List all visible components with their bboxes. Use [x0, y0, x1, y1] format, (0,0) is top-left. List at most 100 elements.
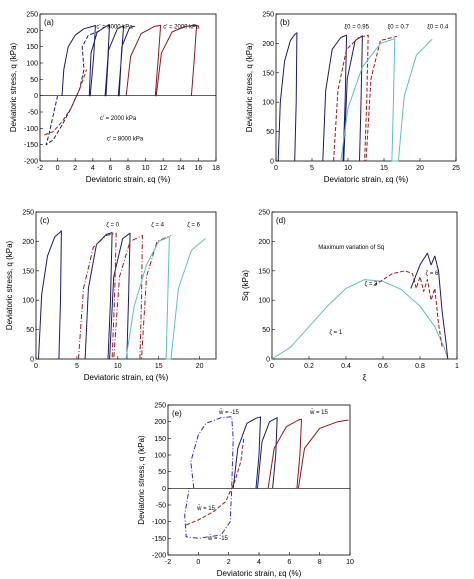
- x-tick-label: 0: [270, 363, 274, 370]
- annotation: ξ0 = 0.95: [344, 25, 369, 31]
- x-tick-label: 16: [195, 165, 203, 172]
- x-tick-label: 2: [227, 559, 231, 566]
- annotation: ζ = 6: [187, 223, 200, 229]
- annotation: c' = 2000 kPa: [163, 25, 200, 31]
- plot-frame: [271, 211, 458, 360]
- series-line-2: [373, 270, 443, 348]
- x-tick-label: 10: [346, 559, 354, 566]
- y-tick-label: 250: [26, 12, 38, 19]
- y-tick-label: 150: [258, 268, 270, 275]
- x-tick-label: 0.2: [304, 363, 314, 370]
- y-tick-label: 0: [266, 357, 270, 364]
- x-axis-label: ξ: [363, 373, 367, 382]
- y-tick-label: 150: [262, 70, 274, 77]
- y-tick-label: -100: [152, 519, 166, 526]
- y-tick-label: 0: [270, 159, 274, 166]
- annotation: ζ = 0: [106, 223, 119, 229]
- y-tick-label: 150: [26, 44, 38, 51]
- annotation: ζ = 1: [329, 330, 342, 336]
- x-tick-label: -2: [165, 559, 171, 566]
- annotation: ξ0 = 0.4: [427, 25, 449, 31]
- panel-label: (b): [280, 18, 290, 27]
- x-tick-label: 10: [344, 165, 352, 172]
- annotation: ζ = 4: [151, 223, 164, 229]
- x-tick-label: 4: [257, 559, 261, 566]
- x-tick-label: 15: [380, 165, 388, 172]
- x-tick-label: -2: [37, 165, 43, 172]
- y-tick-label: 250: [154, 403, 166, 410]
- y-tick-label: 100: [22, 298, 34, 305]
- series-line-1: [277, 32, 298, 162]
- x-tick-label: 15: [155, 363, 163, 370]
- plot-frame: [35, 211, 217, 360]
- chart-panel-4: 0 0.2 0.4 0.6 0.8 1 0 50 100 150 200 250 ξ Sq (kPa) (d…: [241, 210, 459, 383]
- series-line-4: [340, 38, 433, 162]
- x-tick-label: 0.6: [378, 363, 388, 370]
- annotation: ζ = 3: [365, 282, 378, 288]
- series-line-4: [125, 24, 198, 97]
- series-line-2: [45, 29, 102, 146]
- y-axis-label: Deviatoric stress, q (kPa): [9, 42, 18, 132]
- y-tick-label: 200: [154, 419, 166, 426]
- annotation: c' = 2000 kPa: [100, 116, 137, 122]
- y-tick-label: 250: [22, 210, 34, 217]
- x-tick-label: 10: [142, 165, 150, 172]
- y-tick-label: 50: [30, 77, 38, 84]
- x-axis-label: Deviatoric strain, εq (%): [86, 175, 171, 184]
- y-tick-label: 200: [258, 239, 270, 246]
- plot-frame: [275, 13, 457, 162]
- series-line-4: [125, 236, 206, 360]
- x-tick-label: 20: [416, 165, 424, 172]
- panel-label: (c): [40, 216, 50, 225]
- x-tick-label: 5: [310, 165, 314, 172]
- y-tick-label: 0: [30, 357, 34, 364]
- y-tick-label: 200: [262, 41, 274, 48]
- series-line-3: [78, 232, 172, 360]
- y-tick-label: 150: [154, 436, 166, 443]
- series-line-1: [61, 24, 136, 97]
- x-tick-label: 25: [452, 165, 460, 172]
- y-tick-label: 50: [266, 129, 274, 136]
- x-tick-label: 0: [34, 363, 38, 370]
- y-tick-label: 0: [162, 486, 166, 493]
- y-tick-label: 100: [154, 453, 166, 460]
- x-tick-label: 20: [196, 363, 204, 370]
- annotation: w̄ = 15: [309, 409, 329, 416]
- y-tick-label: 250: [258, 210, 270, 217]
- x-tick-label: 6: [287, 559, 291, 566]
- x-axis-label: Deviatoric strain, εq (%): [324, 175, 409, 184]
- y-tick-label: 150: [22, 268, 34, 275]
- panel-label: (e): [172, 409, 182, 418]
- y-tick-label: 200: [26, 28, 38, 35]
- annotation: ζ = 6: [426, 271, 439, 277]
- y-axis-label: Deviatoric stress, q (kPa): [5, 240, 14, 330]
- y-tick-label: 100: [258, 298, 270, 305]
- y-tick-label: 50: [158, 469, 166, 476]
- x-axis-label: Deviatoric strain, εq (%): [84, 373, 169, 382]
- panel-label: (d): [276, 216, 286, 225]
- annotation: w̄ = 15: [196, 505, 216, 512]
- y-tick-label: -100: [24, 126, 38, 133]
- x-tick-label: 0: [196, 559, 200, 566]
- y-axis-label: Sq (kPa): [241, 270, 250, 301]
- y-tick-label: 50: [26, 327, 34, 334]
- series-line-1: [184, 416, 234, 539]
- x-tick-label: 2: [73, 165, 77, 172]
- series-line-3: [232, 416, 278, 489]
- y-tick-label: 250: [262, 12, 274, 19]
- y-tick-label: -150: [24, 142, 38, 149]
- y-axis-label: Deviatoric stress, q (kPa): [137, 435, 146, 525]
- x-axis-label: Deviatoric strain, εq (%): [217, 569, 302, 578]
- chart-panel-1: -2 0 2 4 6 8 10 12 14 16 18 -200 -150 -100 -50 0 50 100 15…: [9, 12, 220, 185]
- series-line-4: [267, 418, 349, 489]
- y-tick-label: -200: [24, 159, 38, 166]
- x-tick-label: 0: [274, 165, 278, 172]
- y-tick-label: 50: [262, 327, 270, 334]
- x-tick-label: 1: [455, 363, 459, 370]
- x-tick-label: 12: [159, 165, 167, 172]
- chart-panel-5: -2 0 2 4 6 8 10 -200 -150 -100 -50 0 50 100 150 200 250 D…: [137, 403, 354, 579]
- series-line-1: [271, 279, 449, 360]
